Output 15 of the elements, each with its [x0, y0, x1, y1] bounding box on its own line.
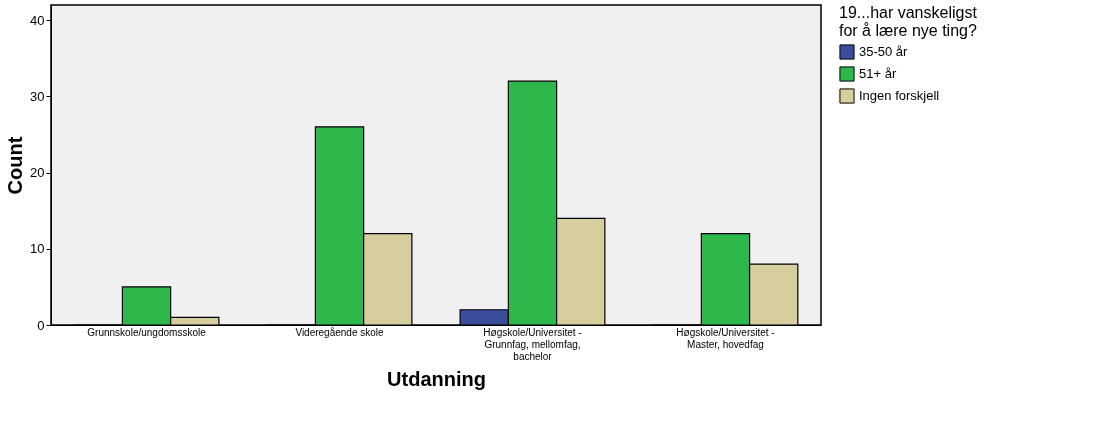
x-tick-label: Grunnskole/ungdomsskole — [87, 326, 207, 338]
y-tick-label: 0 — [37, 317, 45, 333]
x-tick-label: Høgskole/Universitet - Master, hovedfag — [676, 326, 775, 350]
legend-label: 51+ år — [859, 66, 897, 81]
legend-label: 35-50 år — [859, 44, 909, 59]
y-tick-label: 10 — [30, 241, 45, 257]
y-tick-label: 40 — [30, 12, 45, 28]
legend-title: 19...har vanskeligst for å lære nye ting? — [839, 4, 978, 39]
y-axis-title: Count — [4, 136, 27, 195]
x-axis-title: Utdanning — [387, 367, 486, 390]
y-tick-label: 20 — [30, 165, 45, 181]
x-tick-label: Høgskole/Universitet - Grunnfag, mellomfag, bachelor — [483, 326, 582, 362]
y-tick-label: 30 — [30, 88, 45, 104]
legend-label: Ingen forskjell — [859, 88, 940, 103]
x-tick-label: Videregående skole — [295, 326, 385, 338]
